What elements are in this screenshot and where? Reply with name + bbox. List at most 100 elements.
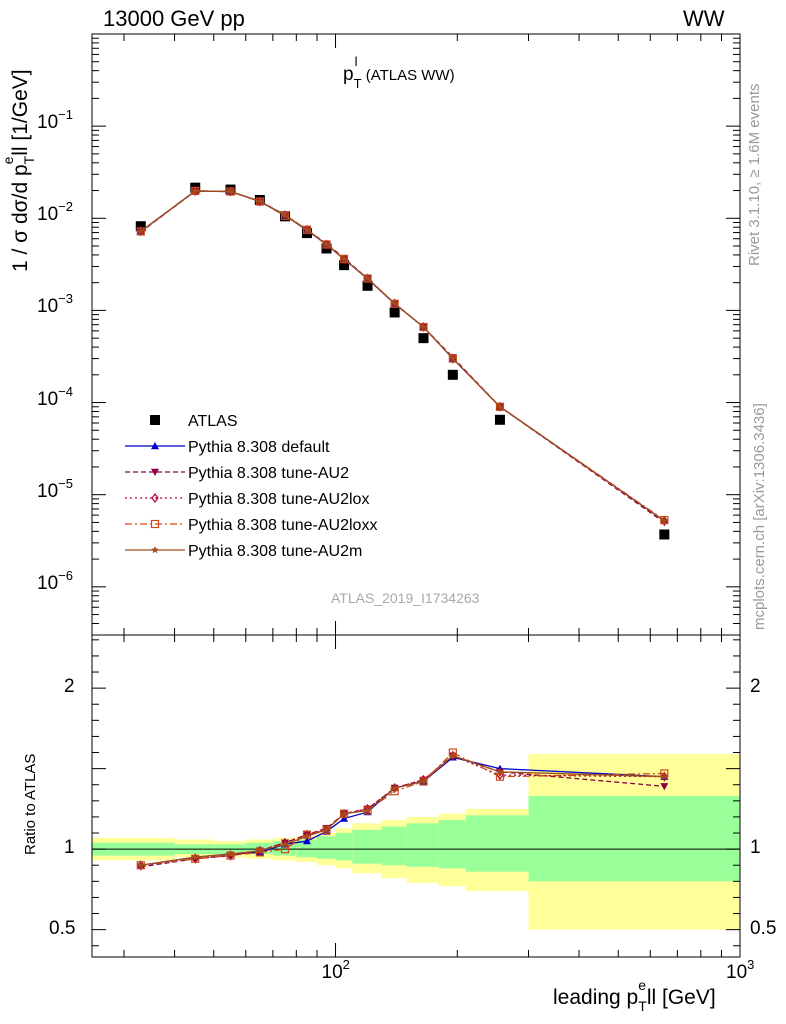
ratio-point-pythia-8-308-tune-au2lox [281, 837, 289, 848]
main-point-pythia-8-308-tune-au2m [191, 186, 200, 195]
ratio-point-pythia-8-308-tune-au2m [496, 767, 504, 776]
ratio-band-inner [381, 826, 407, 866]
x-axis-label: leading p e Tll [GeV] [553, 977, 716, 1014]
plot-title-sub: T [353, 76, 362, 91]
main-point-pythia-8-308-tune-au2m [256, 197, 264, 205]
legend-marker-pythia-8-308-default [151, 442, 159, 450]
ratio-point-pythia-8-308-tune-au2m [136, 861, 145, 869]
main-y-tick-label: 10−4 [37, 383, 73, 410]
main-point-atlas [447, 369, 458, 380]
legend-label-pythia-8-308-default: Pythia 8.308 default [188, 439, 330, 456]
ratio-point-pythia-8-308-tune-au2m [419, 777, 428, 785]
legend-label-pythia-8-308-tune-au2loxx: Pythia 8.308 tune-AU2loxx [188, 517, 377, 534]
legend-entry-pythia-8-308-tune-au2loxx: Pythia 8.308 tune-AU2loxx [125, 517, 377, 534]
analysis-watermark: ATLAS_2019_I1734263 [331, 590, 480, 606]
legend-entry-pythia-8-308-tune-au2: Pythia 8.308 tune-AU2 [125, 465, 349, 482]
ratio-point-pythia-8-308-tune-au2m [303, 832, 311, 840]
ratio-series-pythia-8-308-tune-au2m [136, 751, 669, 869]
legend-entry-atlas: ATLAS [150, 413, 238, 430]
ratio-y-tick-label-left: 0.5 [49, 917, 76, 939]
plot-title-main: p [343, 64, 354, 85]
main-y-tick-label: 10−2 [37, 199, 73, 226]
ratio-band-inner [317, 836, 336, 859]
main-point-pythia-8-308-tune-au2m [340, 255, 348, 263]
main-y-tick-label: 10−1 [37, 107, 73, 134]
main-point-pythia-8-308-tune-au2m [136, 227, 145, 235]
ratio-band-inner [296, 839, 318, 858]
plot-title-sup: l [354, 54, 358, 69]
main-series-layer [135, 182, 670, 540]
main-point-atlas [339, 260, 350, 271]
legend-entry-pythia-8-308-tune-au2m: Pythia 8.308 tune-AU2m [125, 543, 362, 560]
main-point-pythia-8-308-tune-au2m [226, 187, 235, 195]
ratio-band-inner [352, 829, 382, 864]
ratio-point-pythia-8-308-tune-au2m [322, 825, 331, 834]
main-point-atlas [418, 333, 429, 344]
main-line-pythia-8-308-tune-au2m [140, 190, 665, 522]
ratio-point-pythia-8-308-tune-au2m [340, 809, 348, 817]
axis-ticks [92, 33, 741, 957]
x-tick-label: 103 [726, 957, 755, 983]
ratio-point-pythia-8-308-tune-au2m [256, 846, 264, 854]
legend-label-pythia-8-308-tune-au2m: Pythia 8.308 tune-AU2m [188, 543, 362, 560]
legend-label-pythia-8-308-tune-au2: Pythia 8.308 tune-AU2 [188, 465, 349, 482]
main-point-pythia-8-308-tune-au2m [419, 323, 428, 331]
ratio-point-pythia-8-308-default [302, 837, 311, 845]
header-collision-label: 13000 GeV pp [103, 6, 245, 31]
main-point-atlas [135, 221, 146, 232]
ratio-point-pythia-8-308-tune-au2m [390, 783, 399, 792]
ratio-point-pythia-8-308-tune-au2m [226, 849, 235, 858]
ratio-point-pythia-8-308-tune-au2m [363, 806, 372, 814]
legend-entry-pythia-8-308-tune-au2lox: Pythia 8.308 tune-AU2lox [125, 491, 369, 508]
main-point-pythia-8-308-tune-au2m [449, 354, 457, 362]
legend: ATLAS Pythia 8.308 default Pythia 8.308 tu… [125, 413, 377, 560]
ratio-y-tick-label-right: 2 [750, 676, 761, 698]
main-point-pythia-8-308-tune-au2m [281, 211, 289, 219]
ratio-line-pythia-8-308-tune-au2loxx [140, 751, 665, 866]
main-point-pythia-8-308-tune-au2m [303, 225, 311, 234]
main-point-pythia-8-308-tune-au2m [496, 402, 504, 410]
main-point-atlas [494, 414, 505, 425]
main-y-tick-label: 10−6 [37, 567, 73, 594]
ratio-band-inner [438, 820, 466, 869]
ratio-point-pythia-8-308-tune-au2m [281, 840, 289, 848]
legend-entry-pythia-8-308-default: Pythia 8.308 default [125, 439, 330, 456]
mcplots-reference-label: mcplots.cern.ch [arXiv:1306.3436] [751, 403, 768, 630]
legend-marker-pythia-8-308-tune-au2m [151, 546, 159, 554]
ratio-uncertainty-bands [92, 754, 740, 930]
ratio-band-inner [528, 796, 740, 882]
ratio-y-tick-label-right: 1 [750, 837, 761, 859]
main-y-tick-label: 10−5 [37, 475, 73, 502]
legend-marker-pythia-8-308-tune-au2lox [151, 493, 159, 503]
legend-marker-pythia-8-308-tune-au2loxx [150, 519, 160, 529]
ratio-y-tick-label-right: 0.5 [750, 917, 777, 939]
legend-marker-pythia-8-308-tune-au2 [151, 468, 159, 476]
main-point-pythia-8-308-tune-au2m [660, 516, 669, 525]
ratio-point-pythia-8-308-tune-au2m [449, 751, 457, 759]
main-point-pythia-8-308-tune-au2m [363, 274, 372, 282]
ratio-line-pythia-8-308-tune-au2m [140, 755, 665, 866]
legend-label-pythia-8-308-tune-au2lox: Pythia 8.308 tune-AU2lox [188, 491, 369, 508]
panel-frames [91, 33, 741, 958]
ratio-y-axis-label: Ratio to ATLAS [22, 753, 39, 855]
ratio-point-pythia-8-308-tune-au2m [191, 853, 200, 861]
main-point-pythia-8-308-tune-au2m [390, 299, 399, 307]
legend-label-atlas: ATLAS [188, 413, 238, 430]
main-series-pythia-8-308-tune-au2m [136, 186, 669, 525]
main-series-atlas [135, 182, 670, 540]
x-tick-label: 102 [321, 957, 350, 983]
legend-marker-atlas [150, 415, 160, 425]
main-point-atlas [389, 307, 400, 318]
ratio-band-inner [406, 823, 439, 867]
main-point-atlas [659, 529, 670, 540]
plot-title-rest: (ATLAS WW) [361, 67, 455, 84]
ratio-y-tick-label-left: 1 [64, 837, 75, 859]
rivet-version-label: Rivet 3.1.10, ≥ 1.6M events [746, 83, 763, 267]
ratio-band-inner [465, 815, 529, 872]
main-y-axis-label: 1 / σ dσ/d p e Tll [1/GeV] [0, 69, 37, 272]
ratio-panel-frame [91, 634, 741, 958]
main-y-tick-label: 10−3 [37, 291, 73, 318]
ratio-band-inner [335, 833, 353, 861]
